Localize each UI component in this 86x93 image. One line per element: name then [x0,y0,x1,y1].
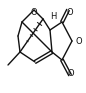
Text: O: O [67,8,73,17]
Text: O: O [76,36,83,45]
Text: O: O [31,8,37,17]
Text: H: H [50,12,56,20]
Text: O: O [68,69,74,78]
